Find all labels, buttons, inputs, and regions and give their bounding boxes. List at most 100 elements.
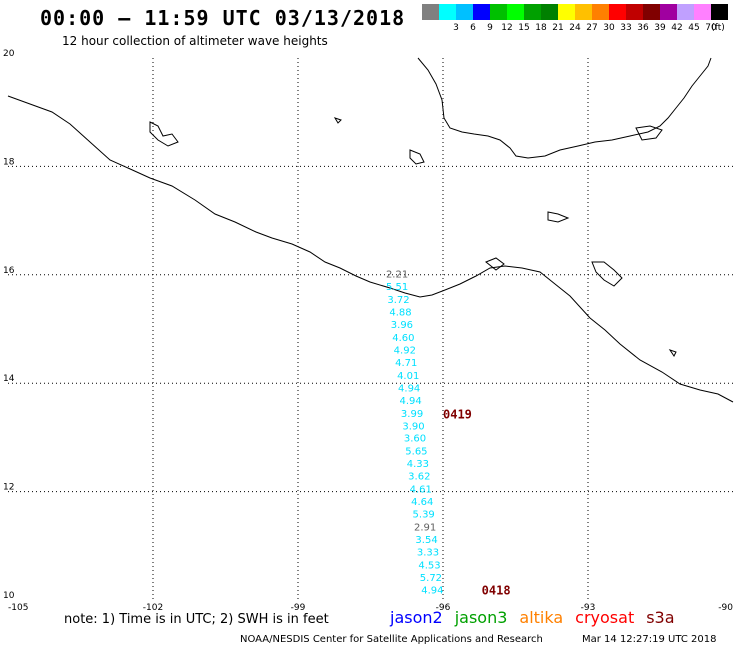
color-swatch bbox=[575, 4, 592, 20]
axis-labels: -105 -102 -99 -96 -93 -90 10 12 14 16 18 20 bbox=[3, 49, 733, 613]
coastline-pacific bbox=[7, 95, 734, 403]
island bbox=[668, 349, 677, 357]
pass-labels: 0419 0418 bbox=[443, 407, 511, 597]
color-swatch bbox=[422, 4, 439, 20]
swh-observation: 4.01 bbox=[397, 371, 419, 382]
latitude-tick-label: 20 bbox=[3, 49, 15, 59]
island bbox=[547, 211, 570, 223]
swh-observation: 5.65 bbox=[405, 447, 427, 458]
island bbox=[635, 125, 663, 141]
map-title: 00:00 – 11:59 UTC 03/13/2018 bbox=[40, 6, 406, 30]
swh-observation: 4.33 bbox=[407, 459, 429, 470]
color-swatch bbox=[456, 4, 473, 20]
swh-observation: 4.94 bbox=[399, 396, 421, 407]
color-scale-label: 27 bbox=[586, 23, 598, 33]
satellite-legend-jason3: jason3 bbox=[454, 608, 508, 627]
swh-observation: 3.62 bbox=[408, 472, 430, 483]
footer-note: note: 1) Time is in UTC; 2) SWH is in fe… bbox=[64, 612, 329, 627]
swh-observation: 4.64 bbox=[411, 497, 433, 508]
island bbox=[149, 121, 179, 147]
color-swatch bbox=[507, 4, 524, 20]
coastline bbox=[7, 57, 734, 403]
color-scale-label: 39 bbox=[654, 23, 666, 33]
pass-time-label: 0418 bbox=[482, 584, 511, 598]
swh-observation: 4.88 bbox=[389, 307, 411, 318]
color-scale-label: 33 bbox=[620, 23, 632, 33]
swh-observation: 5.51 bbox=[386, 282, 408, 293]
color-scale-legend: 3 6 9 12 15 18 21 24 27 30 33 36 39 42 45 70 (ft) bbox=[422, 4, 728, 36]
color-swatch bbox=[660, 4, 677, 20]
swh-observation: 4.60 bbox=[392, 333, 414, 344]
generated-timestamp: Mar 14 12:27:19 UTC 2018 bbox=[582, 634, 717, 645]
color-swatch bbox=[541, 4, 558, 20]
color-scale-label: 18 bbox=[535, 23, 547, 33]
color-swatch bbox=[609, 4, 626, 20]
color-swatch bbox=[711, 4, 728, 20]
swh-observation: 5.39 bbox=[413, 510, 435, 521]
longitude-tick-label: -102 bbox=[143, 603, 163, 613]
swh-observation: 3.99 bbox=[401, 409, 423, 420]
satellite-legend-cryosat: cryosat bbox=[575, 608, 635, 627]
color-scale-label: 30 bbox=[603, 23, 615, 33]
satellite-track: 2.215.513.724.883.964.604.924.714.014.94… bbox=[386, 270, 444, 597]
credit-text: NOAA/NESDIS Center for Satellite Applica… bbox=[240, 634, 543, 645]
island bbox=[409, 149, 425, 165]
color-scale-label: 15 bbox=[518, 23, 530, 33]
map-subtitle: 12 hour collection of altimeter wave hei… bbox=[62, 34, 328, 48]
swh-observation: 4.61 bbox=[410, 485, 432, 496]
color-swatch bbox=[626, 4, 643, 20]
color-swatch bbox=[439, 4, 456, 20]
color-scale-unit: (ft) bbox=[711, 23, 725, 33]
color-scale-label: 36 bbox=[637, 23, 649, 33]
latitude-tick-label: 14 bbox=[3, 374, 15, 384]
color-swatch bbox=[643, 4, 660, 20]
swh-observation: 4.94 bbox=[398, 383, 420, 394]
color-swatch bbox=[677, 4, 694, 20]
swh-observation: 3.60 bbox=[404, 434, 426, 445]
color-swatch bbox=[694, 4, 711, 20]
satellite-legend-jason2: jason2 bbox=[390, 608, 443, 627]
coastline-gulf bbox=[417, 57, 712, 159]
color-swatch bbox=[473, 4, 490, 20]
island bbox=[485, 257, 505, 271]
color-scale-label: 9 bbox=[487, 23, 493, 33]
swh-observation: 3.90 bbox=[402, 421, 424, 432]
swh-observation: 3.96 bbox=[391, 320, 413, 331]
latitude-tick-label: 12 bbox=[3, 483, 14, 493]
swh-observation: 5.72 bbox=[420, 573, 442, 584]
swh-observation: 2.21 bbox=[386, 270, 408, 281]
swh-observation: 3.72 bbox=[387, 295, 409, 306]
satellite-legend-altika: altika bbox=[519, 608, 564, 627]
longitude-tick-label: -96 bbox=[436, 603, 451, 613]
color-scale-label: 21 bbox=[552, 23, 564, 33]
latitude-tick-label: 10 bbox=[3, 591, 15, 601]
swh-observation: 4.53 bbox=[418, 561, 440, 572]
color-swatch bbox=[592, 4, 609, 20]
swh-observation: 3.33 bbox=[417, 548, 439, 559]
color-swatch bbox=[524, 4, 541, 20]
color-scale-label: 42 bbox=[671, 23, 683, 33]
swh-observation: 2.91 bbox=[414, 523, 436, 534]
color-scale-label: 24 bbox=[569, 23, 581, 33]
color-swatch bbox=[558, 4, 575, 20]
color-scale-label: 6 bbox=[470, 23, 476, 33]
satellite-legend: jason2 jason3 altika cryosat s3a bbox=[390, 608, 687, 627]
swh-observation: 3.54 bbox=[415, 535, 437, 546]
pass-time-label: 0419 bbox=[443, 407, 472, 421]
color-swatch bbox=[490, 4, 507, 20]
color-scale-label: 70 bbox=[705, 23, 717, 33]
color-scale-label: 45 bbox=[688, 23, 700, 33]
longitude-tick-label: -99 bbox=[291, 603, 306, 613]
swh-observation: 4.94 bbox=[421, 585, 443, 596]
swh-observation: 4.71 bbox=[395, 358, 417, 369]
lat-lon-grid bbox=[8, 58, 733, 600]
island bbox=[333, 117, 342, 124]
color-scale-label: 12 bbox=[501, 23, 513, 33]
island bbox=[591, 261, 623, 287]
longitude-tick-label: -93 bbox=[581, 603, 596, 613]
longitude-tick-label: -105 bbox=[8, 603, 28, 613]
latitude-tick-label: 16 bbox=[3, 266, 15, 276]
color-scale-label: 3 bbox=[453, 23, 459, 33]
latitude-tick-label: 18 bbox=[3, 157, 15, 167]
